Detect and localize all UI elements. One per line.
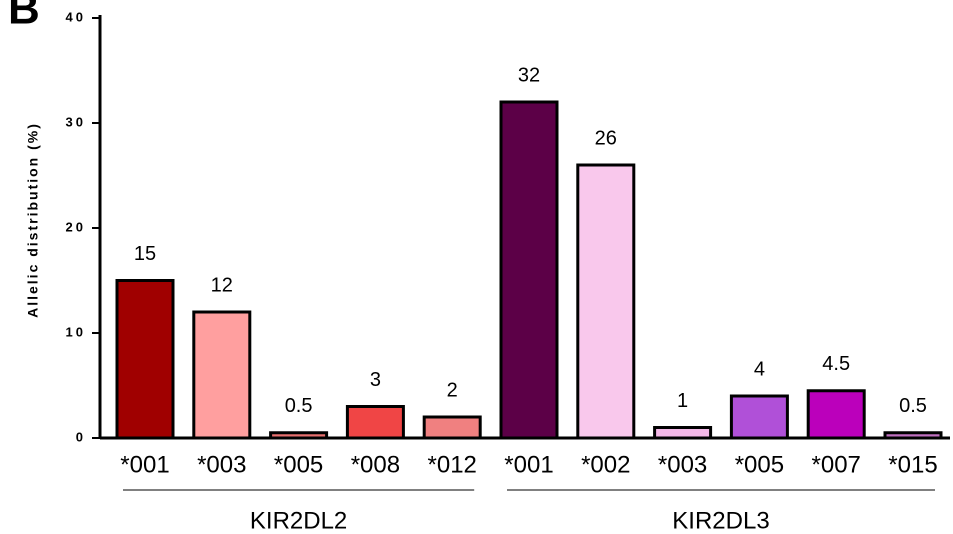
data-label: 0.5 (899, 395, 927, 417)
bar (576, 163, 636, 440)
x-tick-label: *003 (197, 451, 246, 478)
x-tick-label: *008 (351, 451, 400, 478)
y-tick-label: 10 (66, 324, 86, 339)
data-label: 1 (677, 390, 688, 412)
bar (729, 394, 789, 440)
data-label: 32 (518, 64, 540, 86)
y-tick-label: 30 (66, 114, 86, 129)
bar (192, 310, 252, 440)
y-tick-label: 0 (76, 429, 86, 444)
y-tick-label: 40 (66, 9, 86, 24)
bar (653, 426, 713, 440)
x-tick-label: *003 (658, 451, 707, 478)
data-label: 0.5 (285, 395, 313, 417)
data-label: 15 (134, 243, 156, 265)
y-tick-label: 20 (66, 219, 86, 234)
x-tick-label: *012 (428, 451, 477, 478)
x-tick-label: *005 (735, 451, 784, 478)
data-label: 26 (595, 127, 617, 149)
bar (422, 415, 482, 440)
bar (499, 100, 559, 440)
y-axis-label: Allelic distribution (%) (25, 122, 41, 318)
bar (806, 389, 866, 440)
x-tick-label: *001 (120, 451, 169, 478)
x-tick-label: *015 (888, 451, 937, 478)
bar (883, 431, 943, 440)
x-tick-label: *007 (812, 451, 861, 478)
data-label: 12 (211, 274, 233, 296)
panel-label: B (8, 0, 40, 34)
data-label: 3 (370, 369, 381, 391)
data-label: 4.5 (822, 353, 850, 375)
bar (345, 405, 405, 440)
x-tick-label: *002 (581, 451, 630, 478)
bar (269, 431, 329, 440)
data-label: 4 (754, 358, 765, 380)
group-label: KIR2DL3 (672, 507, 769, 534)
bar (115, 279, 175, 440)
group-label: KIR2DL2 (250, 507, 347, 534)
x-tick-label: *005 (274, 451, 323, 478)
data-label: 2 (447, 379, 458, 401)
x-tick-label: *001 (504, 451, 553, 478)
